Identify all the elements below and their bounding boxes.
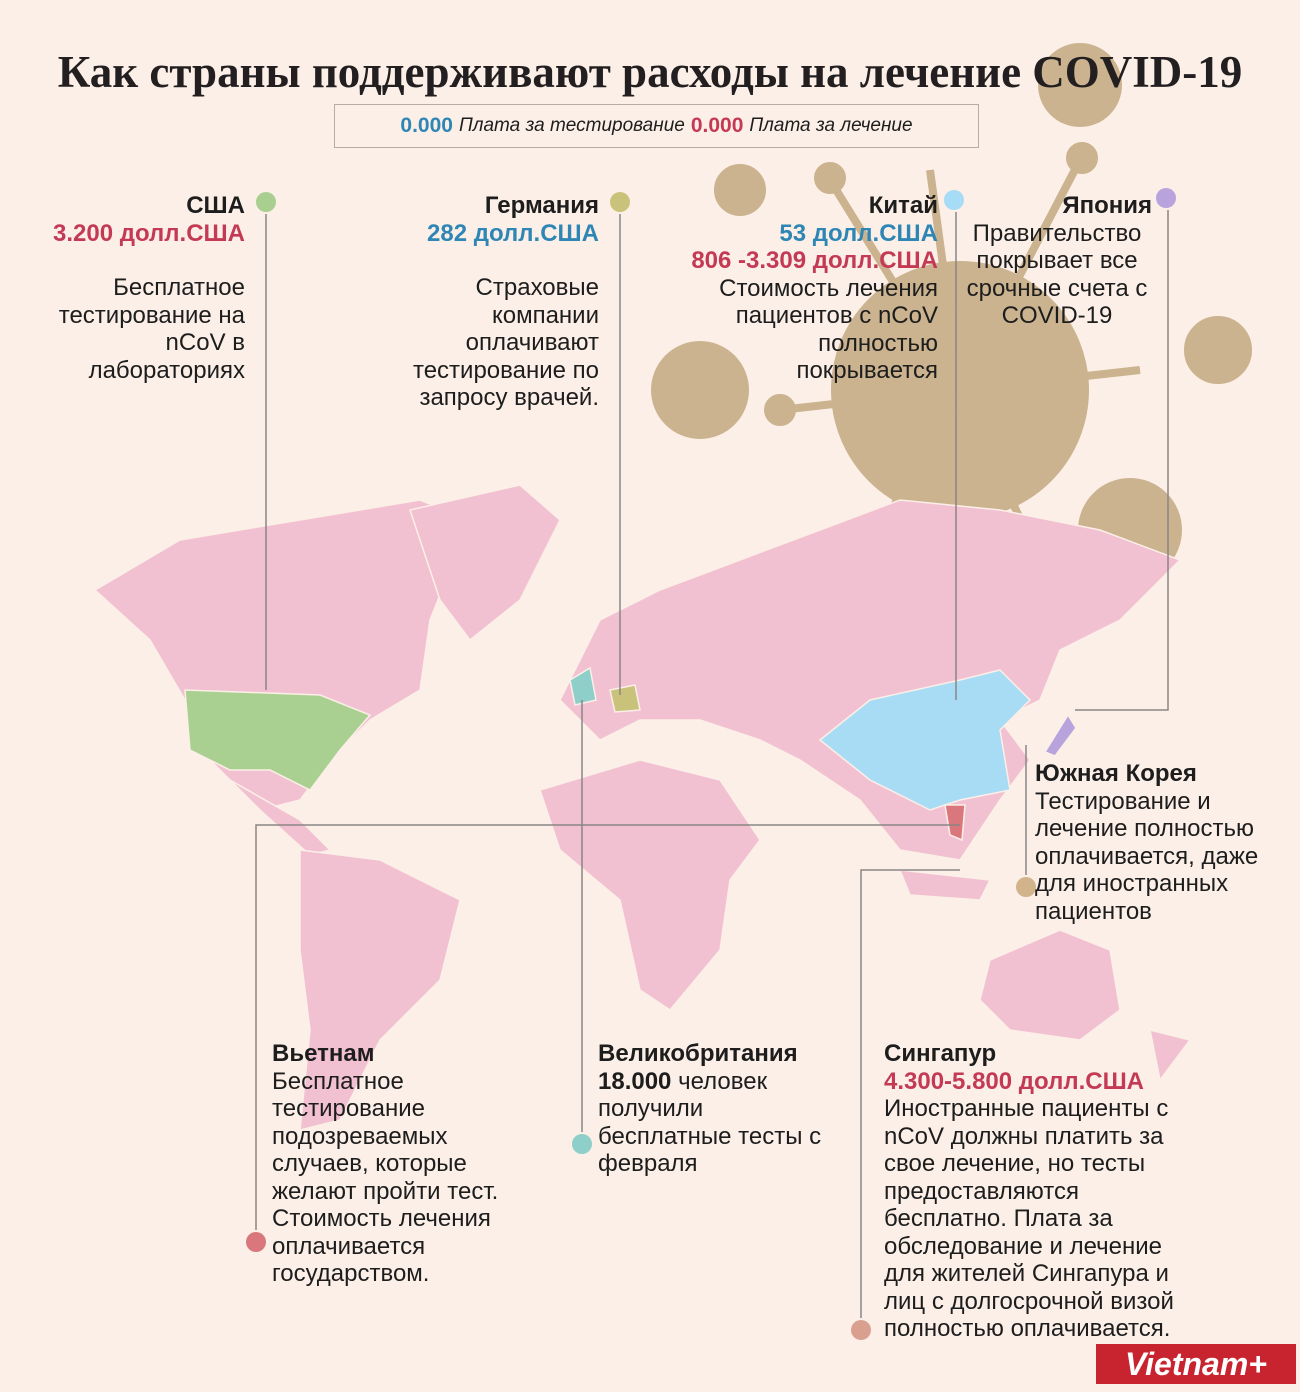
description: Бесплатное тестирование подозреваемых сл… <box>272 1067 499 1288</box>
country-dots <box>246 188 1176 1340</box>
uk-block: Великобритания 18.000 человек получили б… <box>598 1040 823 1178</box>
title: Как страны поддерживают расходы на лечен… <box>57 47 1243 97</box>
description: Стоимость лечения пациентов с nCoV полно… <box>719 274 938 385</box>
treatment-cost: 3.200 долл.США <box>53 219 245 247</box>
country-name: Великобритания <box>598 1040 798 1067</box>
description: Иностранные пациенты с nCoV должны плати… <box>884 1095 1174 1342</box>
legend-treatment-value: 0.000 <box>690 114 744 137</box>
legend-testing-label: Плата за тестирование <box>458 115 685 136</box>
korea-block: Южная Корея Тестирование и лечение полно… <box>1035 760 1290 925</box>
singapore-block: Сингапур 4.300-5.800 долл.США Иностранны… <box>884 1040 1194 1343</box>
legend-treatment-label: Плата за лечение <box>749 115 913 136</box>
legend-testing-value: 0.000 <box>400 114 453 137</box>
connector-lines <box>255 210 1169 1318</box>
description-wrap: 18.000 человек получили бесплатные тесты… <box>598 1068 823 1178</box>
description: человек получили бесплатные тесты с февр… <box>598 1067 822 1178</box>
usa-block: США 3.200 долл.США Бесплатное тестирован… <box>40 192 245 384</box>
china-block: Китай 53 долл.США 806 -3.309 долл.США Ст… <box>660 192 938 385</box>
highlight: 18.000 <box>598 1067 672 1095</box>
country-name: Япония <box>1062 192 1152 219</box>
germany-block: Германия 282 долл.США Страховые компании… <box>380 192 599 412</box>
country-name: Вьетнам <box>272 1040 375 1067</box>
country-name: США <box>186 192 245 219</box>
legend: 0.000 Плата за тестирование 0.000 Плата … <box>334 104 979 148</box>
logo: Vietnam+ <box>1096 1344 1296 1384</box>
treatment-cost: 806 -3.309 долл.США <box>691 247 938 274</box>
country-name: Сингапур <box>884 1040 997 1067</box>
testing-cost: 282 долл.США <box>427 219 599 247</box>
testing-cost: 53 долл.США <box>779 219 938 247</box>
description: Бесплатное тестирование на nCoV в лабора… <box>58 274 245 384</box>
country-name: Китай <box>868 192 938 219</box>
world-map <box>93 484 1192 1131</box>
description: Страховые компании оплачивают тестирован… <box>412 274 599 411</box>
description: Правительство покрывает все срочные счет… <box>966 219 1148 330</box>
country-name: Южная Корея <box>1035 760 1197 787</box>
country-name: Германия <box>484 192 599 219</box>
japan-block: Япония Правительство покрывает все срочн… <box>962 192 1152 330</box>
treatment-cost: 4.300-5.800 долл.США <box>884 1067 1145 1095</box>
description: Тестирование и лечение полностью оплачив… <box>1035 787 1259 925</box>
vietnam-block: Вьетнам Бесплатное тестирование подозрев… <box>272 1040 527 1288</box>
